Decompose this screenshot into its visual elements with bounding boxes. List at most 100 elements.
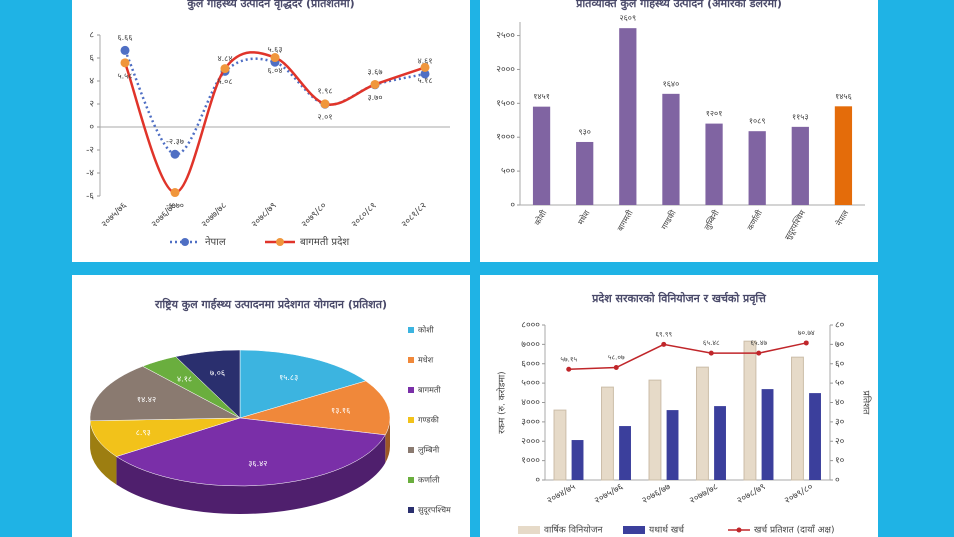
legend-label: मधेश: [418, 355, 434, 365]
bar: [666, 410, 679, 480]
chart-title: प्रतिव्यक्ति कुल गार्हस्थ्य उत्पादन (अमे…: [575, 0, 782, 11]
series-line: [123, 49, 426, 156]
data-label: १४५१: [533, 92, 550, 101]
tick-label: ५००: [501, 167, 515, 177]
chart-title: प्रदेश सरकारको विनियोजन र खर्चको प्रवृत्…: [591, 291, 766, 306]
data-label: २६०९: [619, 14, 636, 23]
pie-slice: [115, 417, 386, 487]
point: [120, 58, 130, 68]
point: [708, 350, 714, 356]
data-label: -५.७०: [166, 201, 184, 210]
data-label: ५.०८: [217, 77, 232, 86]
legend-label: लुम्बिनी: [418, 445, 440, 456]
tick-label: १०००: [521, 456, 540, 466]
tick-label: ७०००: [521, 340, 540, 350]
bar: [619, 28, 637, 205]
point: [420, 62, 430, 72]
pie-slice: [89, 365, 241, 422]
tick-label: २०००: [521, 437, 540, 447]
point: [613, 364, 619, 370]
tick-label: ०: [510, 201, 515, 211]
tick-label: ५०: [835, 379, 845, 389]
legend-label: वार्षिक विनियोजन: [544, 524, 604, 536]
point: [803, 340, 809, 346]
data-label: १०८९: [749, 117, 766, 126]
legend-swatch: [408, 327, 414, 333]
data-label: १६४०: [663, 79, 680, 88]
chart-title: कुल गार्हस्थ्य उत्पादन वृद्धिदर (प्रतिशत…: [186, 0, 354, 11]
data-label: १३.१६: [331, 406, 350, 415]
bar: [761, 389, 774, 480]
legend-swatch: [623, 526, 645, 534]
tick-label: २०००: [496, 65, 515, 75]
data-label: ६९.९९: [655, 330, 672, 338]
y2-axis-title: प्रतिशत: [861, 391, 873, 416]
data-label: १.९८: [317, 87, 332, 96]
bar: [748, 131, 766, 205]
point: [756, 350, 762, 356]
tick-label: ३०: [835, 417, 845, 427]
bar: [576, 141, 594, 205]
data-label: ६५.४७: [750, 339, 767, 347]
bar: [601, 386, 614, 481]
legend-label: सुदूरपश्चिम: [418, 505, 451, 516]
pie-side: [385, 418, 391, 463]
point: [270, 53, 280, 63]
tick-label: ४०००: [521, 398, 540, 408]
bar: [662, 93, 680, 205]
data-label: ११५३: [792, 112, 809, 121]
legend-swatch: [408, 387, 414, 393]
point: [170, 188, 180, 198]
chart-title: राष्ट्रिय कुल गार्हस्थ्य उत्पादनमा प्रदे…: [154, 297, 387, 312]
pie-slice: [239, 380, 391, 436]
tick-label: ४०: [835, 398, 845, 408]
tick-label: ०: [89, 123, 94, 133]
legend-marker: [276, 238, 284, 246]
data-label: -२.३७: [166, 137, 184, 146]
tick-label: ८०: [835, 321, 845, 331]
data-label: ५.५८: [117, 71, 132, 80]
point: [420, 69, 430, 79]
pie-slice: [239, 349, 367, 419]
data-label: ७०.७४: [798, 329, 815, 337]
data-label: ५७.१५: [560, 355, 577, 363]
data-label: ४.८४: [217, 54, 232, 63]
bar: [696, 366, 709, 481]
data-label: १४.४२: [137, 395, 156, 404]
data-label: ६५.४८: [703, 339, 720, 347]
data-label: ५.६३: [267, 45, 282, 54]
legend-label: कर्णाली: [418, 475, 440, 485]
legend-marker: [736, 527, 742, 533]
data-label: ७.०६: [210, 368, 225, 377]
bar: [648, 379, 662, 481]
tick-label: ८: [89, 31, 94, 41]
pie-side: [116, 434, 386, 514]
tick-label: २: [89, 100, 94, 110]
legend-label: बागमती प्रदेश: [300, 236, 349, 248]
tick-label: ७०: [835, 340, 845, 350]
tick-label: १५००: [496, 99, 515, 109]
tick-label: ६०००: [521, 359, 540, 369]
tick-label: ३०००: [521, 417, 540, 427]
pie-slice: [175, 349, 241, 419]
data-label: ८.९३: [136, 428, 151, 437]
data-label: ९३०: [578, 127, 590, 136]
bar: [743, 340, 757, 481]
tick-label: ४: [89, 77, 94, 87]
y-axis-title: रकम (रु. करोडमा): [496, 371, 508, 433]
point: [320, 99, 330, 109]
tick-label: ०: [835, 476, 840, 486]
tick-label: ६०: [835, 359, 845, 369]
bar: [791, 356, 804, 481]
tick-label: -६: [86, 192, 94, 202]
bar: [809, 393, 821, 480]
bar: [714, 406, 726, 480]
tick-label: -४: [86, 169, 94, 179]
point: [661, 341, 667, 347]
data-label: ३.७०: [367, 93, 382, 102]
data-label: ३६.४२: [248, 459, 267, 468]
legend-swatch: [408, 447, 414, 453]
bar: [553, 409, 567, 481]
bar: [532, 106, 551, 205]
